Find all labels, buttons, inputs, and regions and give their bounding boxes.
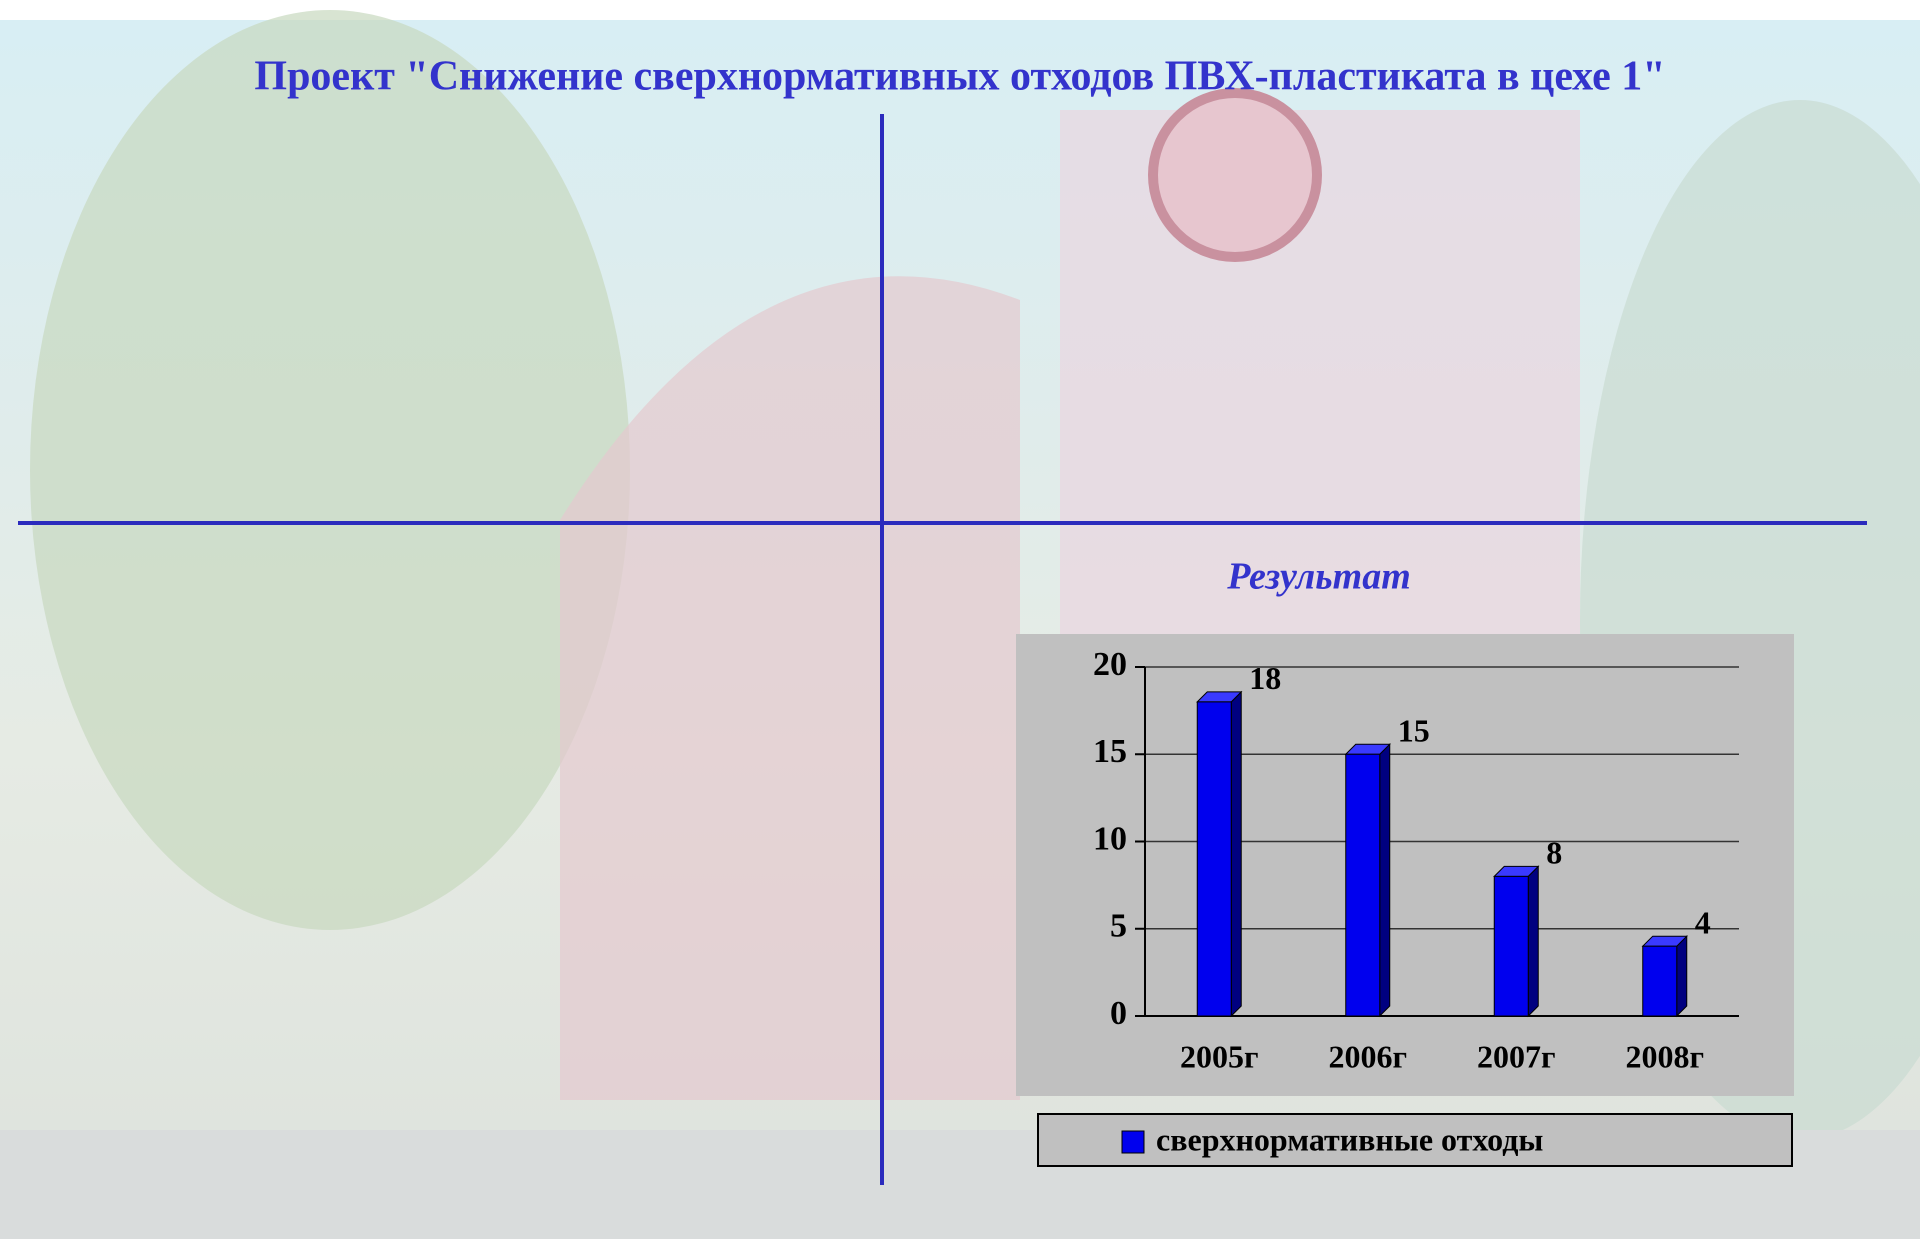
data-label: 8 — [1546, 835, 1562, 871]
slide: Проект "Снижение сверхнормативных отходо… — [0, 0, 1920, 1239]
page: Проект "Снижение сверхнормативных отходо… — [0, 0, 1920, 1239]
data-label: 15 — [1398, 713, 1430, 749]
x-tick-label: 2005г — [1180, 1038, 1259, 1074]
bar — [1643, 946, 1677, 1016]
x-tick-label: 2008г — [1625, 1038, 1704, 1074]
y-tick-label: 15 — [1093, 733, 1127, 770]
data-label: 4 — [1695, 905, 1711, 941]
x-tick-label: 2007г — [1477, 1038, 1556, 1074]
legend-swatch — [1122, 1131, 1144, 1153]
bar — [1494, 876, 1528, 1016]
bar-side — [1380, 744, 1390, 1016]
tree — [30, 10, 630, 930]
y-tick-label: 0 — [1110, 995, 1127, 1032]
data-label: 18 — [1249, 660, 1281, 696]
bar-side — [1231, 692, 1241, 1016]
bar-side — [1528, 866, 1538, 1016]
slide-title: Проект "Снижение сверхнормативных отходо… — [254, 54, 1665, 100]
logo — [1153, 93, 1317, 257]
bar-side — [1677, 936, 1687, 1016]
chart-area — [1016, 634, 1794, 1096]
chart-title: Результат — [1226, 556, 1411, 598]
bar — [1197, 702, 1231, 1016]
legend-label: сверхнормативные отходы — [1156, 1121, 1543, 1157]
y-tick-label: 20 — [1093, 646, 1127, 683]
bar — [1346, 754, 1380, 1016]
y-tick-label: 10 — [1093, 820, 1127, 857]
x-tick-label: 2006г — [1328, 1038, 1407, 1074]
y-tick-label: 5 — [1110, 908, 1127, 945]
